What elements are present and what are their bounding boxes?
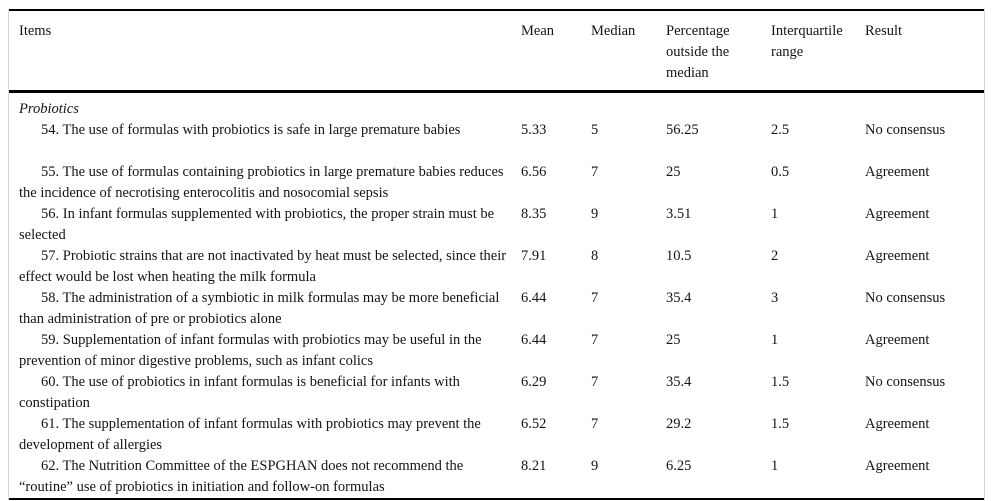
table-frame: Items Mean Median Percentage outside the… [8, 9, 985, 500]
median-cell: 7 [591, 416, 599, 432]
mean-cell: 8.35 [521, 206, 547, 222]
column-header-percentage-outside-median: Percentage outside the median [666, 10, 771, 93]
item-cell: 59. Supplementation of infant formulas w… [19, 332, 482, 369]
percentage-cell: 25 [666, 164, 681, 180]
percentage-cell: 35.4 [666, 374, 692, 390]
percentage-cell: 56.25 [666, 122, 699, 138]
percentage-cell: 10.5 [666, 248, 692, 264]
percentage-cell: 3.51 [666, 206, 692, 222]
percentage-cell: 35.4 [666, 290, 692, 306]
mean-cell: 6.52 [521, 416, 547, 432]
result-cell: No consensus [865, 374, 946, 390]
column-header-items: Items [9, 10, 521, 93]
result-cell: Agreement [865, 458, 930, 474]
column-header-result: Result [865, 10, 984, 93]
median-cell: 8 [591, 248, 599, 264]
header-row: Items Mean Median Percentage outside the… [9, 10, 984, 93]
result-cell: Agreement [865, 416, 930, 432]
percentage-cell: 29.2 [666, 416, 692, 432]
table-row-item-56: 56. In infant formulas supplemented with… [9, 204, 984, 246]
column-header-mean: Mean [521, 10, 591, 93]
result-cell: No consensus [865, 122, 946, 138]
iqr-cell: 1.5 [771, 416, 790, 432]
median-cell: 7 [591, 332, 599, 348]
median-cell: 9 [591, 206, 599, 222]
median-cell: 9 [591, 458, 599, 474]
mean-cell: 6.56 [521, 164, 547, 180]
table-row-item-55: 55. The use of formulas containing probi… [9, 162, 984, 204]
iqr-cell: 1.5 [771, 374, 790, 390]
item-cell: 60. The use of probiotics in infant form… [19, 374, 460, 411]
iqr-cell: 2 [771, 248, 779, 264]
result-cell: Agreement [865, 248, 930, 264]
result-cell: Agreement [865, 332, 930, 348]
item-cell: 62. The Nutrition Committee of the ESPGH… [19, 458, 464, 495]
item-cell: 54. The use of formulas with probiotics … [41, 122, 461, 138]
iqr-cell: 2.5 [771, 122, 790, 138]
median-cell: 5 [591, 122, 599, 138]
result-cell: No consensus [865, 290, 946, 306]
result-cell: Agreement [865, 164, 930, 180]
table-row-item-59: 59. Supplementation of infant formulas w… [9, 330, 984, 372]
table-row-item-57: 57. Probiotic strains that are not inact… [9, 246, 984, 288]
percentage-cell: 25 [666, 332, 681, 348]
median-cell: 7 [591, 164, 599, 180]
section-label: Probiotics [19, 101, 79, 117]
item-cell: 57. Probiotic strains that are not inact… [19, 248, 507, 285]
mean-cell: 6.29 [521, 374, 547, 390]
section-row-probiotics: Probiotics [9, 92, 984, 121]
mean-cell: 6.44 [521, 290, 547, 306]
median-cell: 7 [591, 290, 599, 306]
table-row-item-60: 60. The use of probiotics in infant form… [9, 372, 984, 414]
iqr-cell: 3 [771, 290, 779, 306]
item-cell: 55. The use of formulas containing probi… [19, 164, 504, 201]
result-cell: Agreement [865, 206, 930, 222]
table-row-item-54: 54. The use of formulas with probiotics … [9, 120, 984, 162]
table-row-item-58: 58. The administration of a symbiotic in… [9, 288, 984, 330]
iqr-cell: 1 [771, 332, 779, 348]
results-table: Items Mean Median Percentage outside the… [9, 9, 984, 500]
iqr-cell: 1 [771, 206, 779, 222]
mean-cell: 6.44 [521, 332, 547, 348]
percentage-cell: 6.25 [666, 458, 692, 474]
mean-cell: 7.91 [521, 248, 547, 264]
median-cell: 7 [591, 374, 599, 390]
column-header-interquartile-range: Interquartile range [771, 10, 865, 93]
table-row-item-61: 61. The supplementation of infant formul… [9, 414, 984, 456]
table-row-item-62: 62. The Nutrition Committee of the ESPGH… [9, 456, 984, 499]
iqr-cell: 0.5 [771, 164, 790, 180]
column-header-median: Median [591, 10, 666, 93]
item-cell: 61. The supplementation of infant formul… [19, 416, 481, 453]
mean-cell: 8.21 [521, 458, 547, 474]
iqr-cell: 1 [771, 458, 779, 474]
mean-cell: 5.33 [521, 122, 547, 138]
item-cell: 58. The administration of a symbiotic in… [19, 290, 500, 327]
item-cell: 56. In infant formulas supplemented with… [19, 206, 495, 243]
